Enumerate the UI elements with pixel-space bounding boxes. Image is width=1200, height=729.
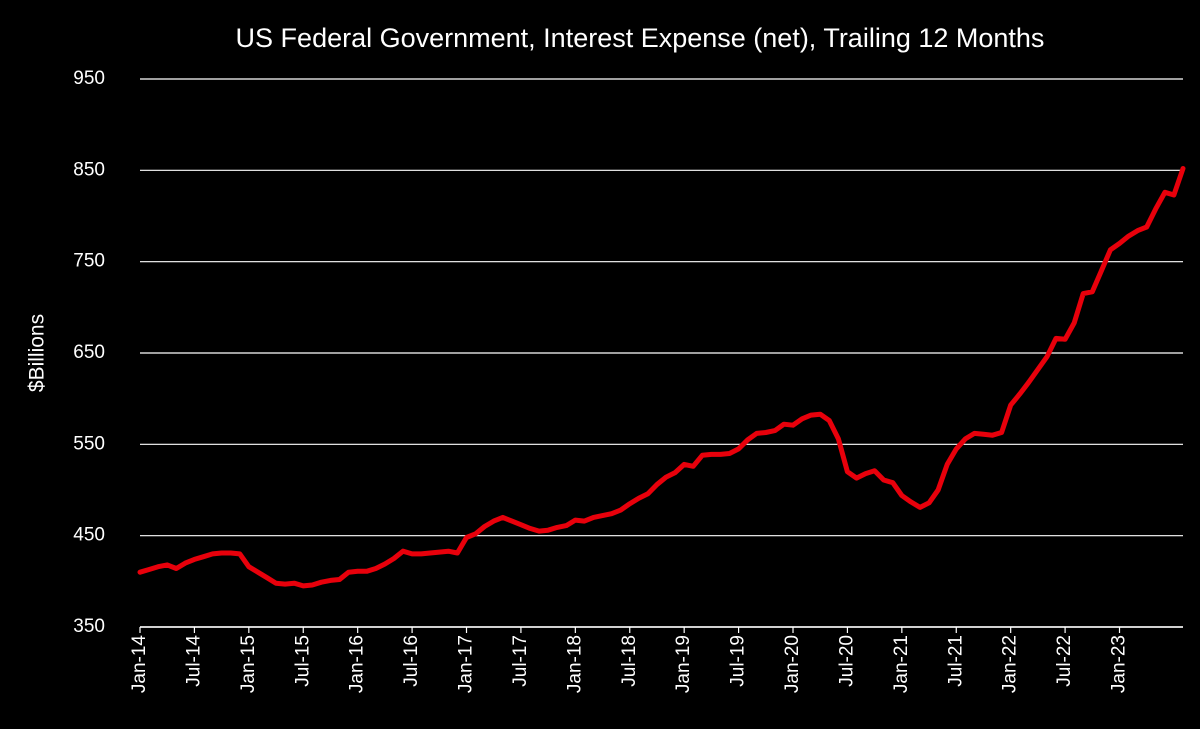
y-tick-label: 750 [73,251,105,272]
x-tick-label: Jan-18 [564,635,585,693]
x-tick-label: Jul-21 [945,635,966,687]
x-tick-label: Jan-14 [129,635,150,694]
chart-title: US Federal Government, Interest Expense … [236,23,1045,53]
x-tick-label: Jul-17 [510,635,531,687]
x-tick-label: Jul-14 [183,635,204,687]
y-tick-label: 850 [73,159,105,180]
x-tick-label: Jul-15 [292,635,313,687]
y-tick-label: 450 [73,525,105,546]
y-tick-label: 650 [73,342,105,363]
x-tick-label: Jan-15 [238,635,259,693]
x-tick-label: Jul-22 [1054,635,1075,687]
x-tick-label: Jan-21 [891,635,912,693]
y-tick-label: 950 [73,68,105,89]
x-tick-label: Jul-16 [401,635,422,687]
y-axis-label: $Billions [26,314,49,392]
y-tick-label: 550 [73,433,105,454]
x-tick-label: Jan-22 [1000,635,1021,693]
x-tick-label: Jan-19 [673,635,694,693]
x-tick-label: Jan-17 [456,635,477,693]
x-tick-label: Jan-20 [782,635,803,693]
x-tick-label: Jul-18 [619,635,640,687]
x-tick-label: Jan-23 [1109,635,1130,693]
x-tick-label: Jan-16 [347,635,368,693]
y-tick-label: 350 [73,616,105,637]
x-tick-label: Jul-19 [728,635,749,687]
x-tick-label: Jul-20 [836,635,857,687]
data-line [137,166,1186,589]
